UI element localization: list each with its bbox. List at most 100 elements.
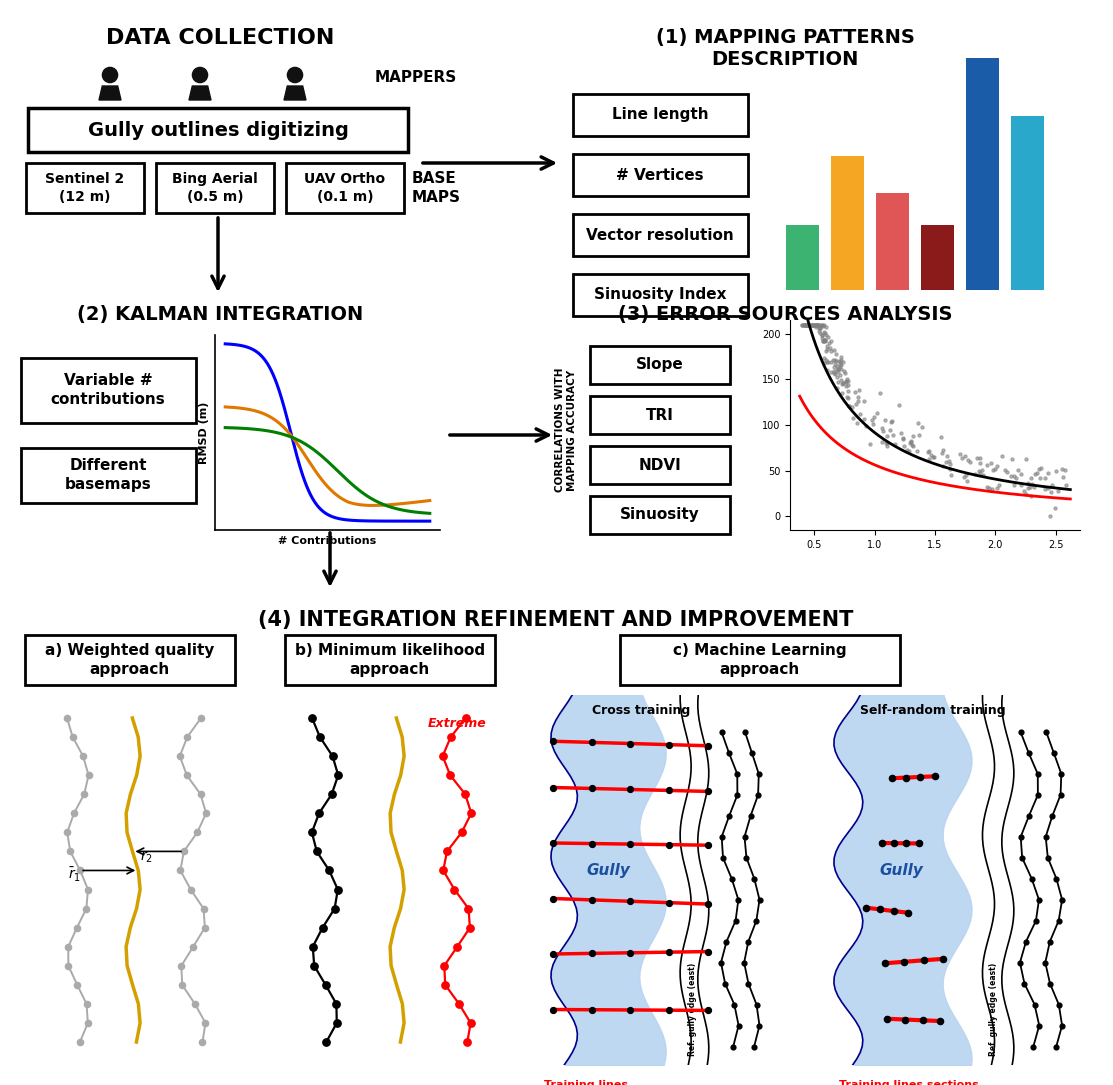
- Point: [833, 384, 850, 401]
- Point: [837, 373, 855, 391]
- Point: [900, 443, 918, 460]
- Point: [461, 919, 479, 936]
- X-axis label: # Contributions: # Contributions: [278, 536, 376, 546]
- Point: [323, 786, 341, 803]
- Point: [79, 1014, 97, 1032]
- Point: [979, 480, 997, 497]
- Point: [193, 710, 210, 727]
- Point: [969, 462, 987, 480]
- Point: [902, 433, 919, 450]
- Point: [699, 943, 717, 960]
- Point: [794, 316, 811, 333]
- Text: Sinuosity: Sinuosity: [620, 508, 700, 523]
- Point: [716, 975, 733, 993]
- Point: [816, 332, 834, 349]
- Point: [329, 766, 347, 783]
- Point: [729, 891, 747, 908]
- Point: [442, 728, 460, 745]
- Point: [978, 457, 996, 474]
- Point: [837, 372, 855, 390]
- Point: [829, 363, 847, 381]
- Point: [805, 316, 823, 333]
- Point: [1032, 470, 1050, 487]
- Text: c) Machine Learning
approach: c) Machine Learning approach: [673, 643, 847, 677]
- Point: [58, 710, 76, 727]
- Point: [814, 316, 831, 333]
- Point: [1017, 450, 1035, 468]
- Point: [844, 409, 861, 426]
- Text: Cross training: Cross training: [592, 704, 690, 717]
- Point: [982, 455, 999, 472]
- Point: [621, 835, 639, 853]
- Point: [1040, 464, 1057, 482]
- Point: [1043, 476, 1061, 494]
- Point: [621, 735, 639, 752]
- Point: [1022, 478, 1040, 496]
- Point: [1036, 954, 1054, 971]
- Text: Line length: Line length: [612, 107, 708, 123]
- Point: [897, 834, 915, 852]
- Point: [810, 316, 828, 333]
- Point: [798, 316, 816, 333]
- Point: [660, 782, 678, 800]
- Point: [739, 933, 757, 950]
- Point: [814, 316, 831, 333]
- Point: [456, 786, 474, 803]
- Point: [726, 996, 743, 1013]
- Point: [185, 939, 203, 956]
- Point: [171, 861, 189, 879]
- Point: [1015, 482, 1033, 499]
- Text: CORRELATIONS WITH
MAPPING ACCURACY: CORRELATIONS WITH MAPPING ACCURACY: [555, 368, 577, 493]
- Point: [78, 899, 96, 917]
- Point: [933, 445, 951, 462]
- Point: [65, 805, 82, 822]
- Point: [699, 737, 717, 754]
- Point: [303, 710, 321, 727]
- Point: [621, 893, 639, 910]
- Point: [1017, 485, 1035, 502]
- Text: Training lines sections: Training lines sections: [839, 1080, 978, 1085]
- Point: [1040, 480, 1057, 497]
- FancyBboxPatch shape: [590, 446, 730, 484]
- Point: [986, 460, 1004, 477]
- Point: [909, 834, 927, 852]
- Point: [311, 805, 328, 822]
- Point: [725, 1038, 742, 1056]
- Point: [796, 316, 814, 333]
- Point: [1053, 765, 1071, 782]
- Point: [811, 316, 829, 333]
- Point: [1057, 476, 1075, 494]
- Point: [865, 416, 883, 433]
- Point: [993, 447, 1011, 464]
- Point: [811, 319, 829, 336]
- Point: [815, 317, 833, 334]
- Point: [1023, 475, 1041, 493]
- Point: [838, 388, 856, 406]
- Point: [750, 765, 768, 782]
- Point: [194, 1033, 211, 1050]
- Point: [621, 1001, 639, 1019]
- Point: [885, 426, 903, 444]
- Point: [839, 372, 857, 390]
- Text: $r_2$: $r_2$: [139, 850, 152, 865]
- Point: [314, 919, 332, 936]
- Point: [459, 1033, 476, 1050]
- Point: [816, 331, 834, 348]
- Point: [321, 861, 338, 879]
- Point: [894, 429, 912, 446]
- Point: [825, 362, 843, 380]
- Point: [316, 976, 334, 994]
- Point: [1044, 807, 1062, 825]
- Point: [328, 1014, 346, 1032]
- Point: [908, 442, 926, 459]
- Point: [973, 461, 991, 478]
- Point: [462, 1014, 480, 1032]
- Point: [1045, 744, 1063, 762]
- Point: [1025, 478, 1043, 496]
- Point: [80, 766, 98, 783]
- Point: [456, 710, 474, 727]
- Point: [797, 316, 815, 333]
- Point: [881, 421, 899, 438]
- Point: [825, 358, 843, 375]
- Point: [799, 316, 817, 333]
